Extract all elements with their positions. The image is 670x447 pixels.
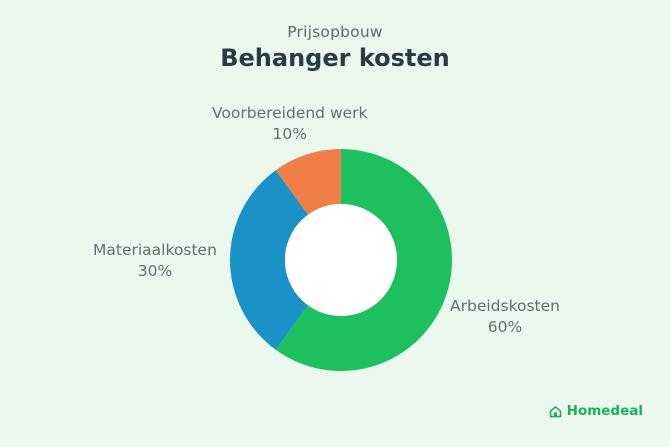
slice-percent: 30% (137, 262, 173, 280)
slice-name: Voorbereidend werk (212, 104, 368, 122)
donut-slice-voorbereidend-werk (275, 149, 341, 215)
house-icon (549, 405, 562, 418)
slice-percent: 60% (487, 318, 523, 336)
chart-subtitle: Prijsopbouw (287, 23, 383, 41)
brand-logo: Homedeal (549, 403, 643, 419)
slice-percent: 10% (272, 125, 307, 143)
slice-name: Arbeidskosten (450, 297, 560, 315)
chart-title: Behanger kosten (220, 44, 450, 72)
slice-label-materiaalkosten: Materiaalkosten 30% (93, 240, 217, 282)
donut-slice-arbeidskosten (275, 149, 452, 371)
brand-name: Homedeal (566, 403, 643, 419)
donut-hole (285, 204, 397, 316)
donut-slice-materiaalkosten (229, 170, 309, 350)
slice-label-arbeidskosten: Arbeidskosten 60% (450, 296, 560, 338)
slice-name: Materiaalkosten (93, 241, 217, 259)
slice-label-voorbereidend-werk: Voorbereidend werk 10% (212, 103, 368, 145)
